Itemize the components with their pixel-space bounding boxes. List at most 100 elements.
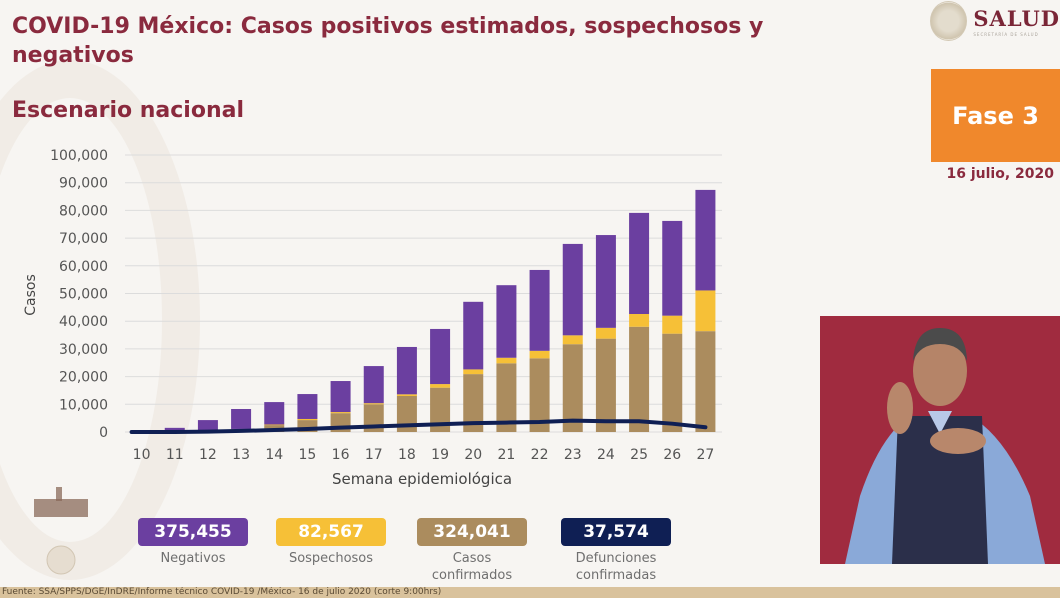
- y-tick-label: 60,000: [59, 259, 108, 275]
- bar-sospechosos: [595, 327, 616, 339]
- legend-negativos: 375,455 Negativos: [138, 518, 248, 567]
- bar-negativos: [363, 366, 384, 404]
- bar-negativos: [430, 328, 451, 385]
- bar-sospechosos: [396, 394, 417, 396]
- bar-negativos: [595, 235, 616, 328]
- bar-sospechosos: [463, 369, 484, 375]
- y-tick-label: 90,000: [59, 176, 108, 192]
- x-tick-label: 24: [597, 447, 615, 463]
- x-tick-label: 13: [232, 447, 250, 463]
- bar-confirmados: [629, 326, 650, 432]
- report-date: 16 julio, 2020: [946, 166, 1055, 182]
- y-tick-label: 30,000: [59, 342, 108, 358]
- bar-sospechosos: [496, 357, 517, 364]
- y-tick-label: 0: [99, 425, 108, 441]
- bar-sospechosos: [363, 403, 384, 405]
- bar-confirmados: [662, 333, 683, 432]
- bars: [131, 189, 716, 432]
- x-tick-label: 10: [133, 447, 151, 463]
- interpreter-figure: [820, 316, 1060, 564]
- x-tick-label: 16: [332, 447, 350, 463]
- bar-negativos: [264, 402, 285, 425]
- national-seal-icon: [930, 1, 968, 41]
- bar-sospechosos: [264, 424, 285, 426]
- legend-value: 324,041: [417, 518, 527, 546]
- bar-negativos: [231, 409, 252, 429]
- bar-confirmados: [562, 344, 583, 432]
- bar-negativos: [297, 394, 318, 419]
- legend-value: 37,574: [561, 518, 671, 546]
- bar-sospechosos: [695, 290, 716, 332]
- bar-negativos: [164, 427, 185, 432]
- bar-confirmados: [430, 387, 451, 432]
- bar-confirmados: [396, 395, 417, 432]
- y-tick-label: 10,000: [59, 397, 108, 413]
- x-tick-label: 12: [199, 447, 217, 463]
- bar-confirmados: [595, 338, 616, 432]
- page-title: COVID-19 México: Casos positivos estimad…: [12, 14, 764, 68]
- bar-confirmados: [463, 374, 484, 432]
- bar-confirmados: [529, 358, 550, 432]
- salud-logo: SALUD SECRETARÍA DE SALUD: [930, 0, 1060, 42]
- x-tick-label: 14: [265, 447, 283, 463]
- x-tick-label: 27: [697, 447, 715, 463]
- bar-confirmados: [297, 420, 318, 432]
- x-tick-label: 21: [498, 447, 516, 463]
- logo-subtitle: SECRETARÍA DE SALUD: [973, 31, 1039, 37]
- bar-sospechosos: [562, 335, 583, 345]
- y-tick-label: 80,000: [59, 203, 108, 219]
- bar-negativos: [562, 243, 583, 336]
- bar-sospechosos: [330, 412, 351, 414]
- bar-negativos: [629, 212, 650, 314]
- y-axis-label: Casos: [23, 274, 39, 316]
- bar-negativos: [529, 269, 550, 351]
- legend-value: 82,567: [276, 518, 386, 546]
- x-axis-ticks: 10 11 12 13 14 15 16 17 18 19 20 21 22 23 24 25 26 27: [133, 447, 715, 463]
- y-tick-label: 70,000: [59, 231, 108, 247]
- bar-negativos: [662, 220, 683, 316]
- x-tick-label: 19: [431, 447, 449, 463]
- bar-negativos: [496, 285, 517, 358]
- legend-confirmados: 324,041 Casos confirmados: [417, 518, 527, 584]
- bar-confirmados: [496, 363, 517, 432]
- x-axis-label: Semana epidemiológica: [332, 470, 512, 488]
- bar-negativos: [197, 420, 218, 432]
- bar-sospechosos: [529, 350, 550, 359]
- x-tick-label: 11: [166, 447, 184, 463]
- x-tick-label: 17: [365, 447, 383, 463]
- transformacion-logo: [34, 487, 88, 575]
- x-tick-label: 18: [398, 447, 416, 463]
- source-footer: Fuente: SSA/SPPS/DGE/InDRE/Informe técni…: [0, 587, 1060, 598]
- x-tick-label: 22: [531, 447, 549, 463]
- x-tick-label: 25: [630, 447, 648, 463]
- line-defunciones: [129, 418, 708, 434]
- bar-sospechosos: [662, 315, 683, 334]
- y-tick-label: 50,000: [59, 287, 108, 303]
- legend-label: Casos confirmados: [431, 551, 513, 583]
- x-tick-label: 20: [464, 447, 482, 463]
- bar-negativos: [330, 381, 351, 413]
- bar-sospechosos: [629, 313, 650, 327]
- legend-label: Sospechosos: [288, 551, 374, 566]
- y-tick-label: 20,000: [59, 370, 108, 386]
- deaths-line: [129, 418, 708, 434]
- legend-sospechosos: 82,567 Sospechosos: [276, 518, 386, 567]
- bar-sospechosos: [430, 384, 451, 388]
- bar-confirmados: [695, 331, 716, 432]
- bar-negativos: [396, 346, 417, 395]
- logo-name: SALUD: [973, 5, 1060, 31]
- x-tick-label: 23: [564, 447, 582, 463]
- legend-label: Defunciones confirmadas: [575, 551, 657, 583]
- page-subtitle: Escenario nacional: [12, 98, 245, 123]
- y-axis-ticks: 0 10,000 20,000 30,000 40,000 50,000 60,000 70,…: [50, 148, 108, 441]
- stacked-bar-chart: 0 10,000 20,000 30,000 40,000 50,000 60,000 70,…: [23, 148, 722, 488]
- legend-defunciones: 37,574 Defunciones confirmadas: [561, 518, 671, 584]
- x-tick-label: 26: [663, 447, 681, 463]
- bar-sospechosos: [297, 418, 318, 421]
- bar-negativos: [695, 189, 716, 291]
- sign-language-interpreter-video: [820, 316, 1060, 564]
- y-tick-label: 100,000: [50, 148, 108, 164]
- bar-negativos: [463, 301, 484, 370]
- grid-lines: [125, 154, 722, 433]
- phase-badge: Fase 3: [931, 69, 1060, 162]
